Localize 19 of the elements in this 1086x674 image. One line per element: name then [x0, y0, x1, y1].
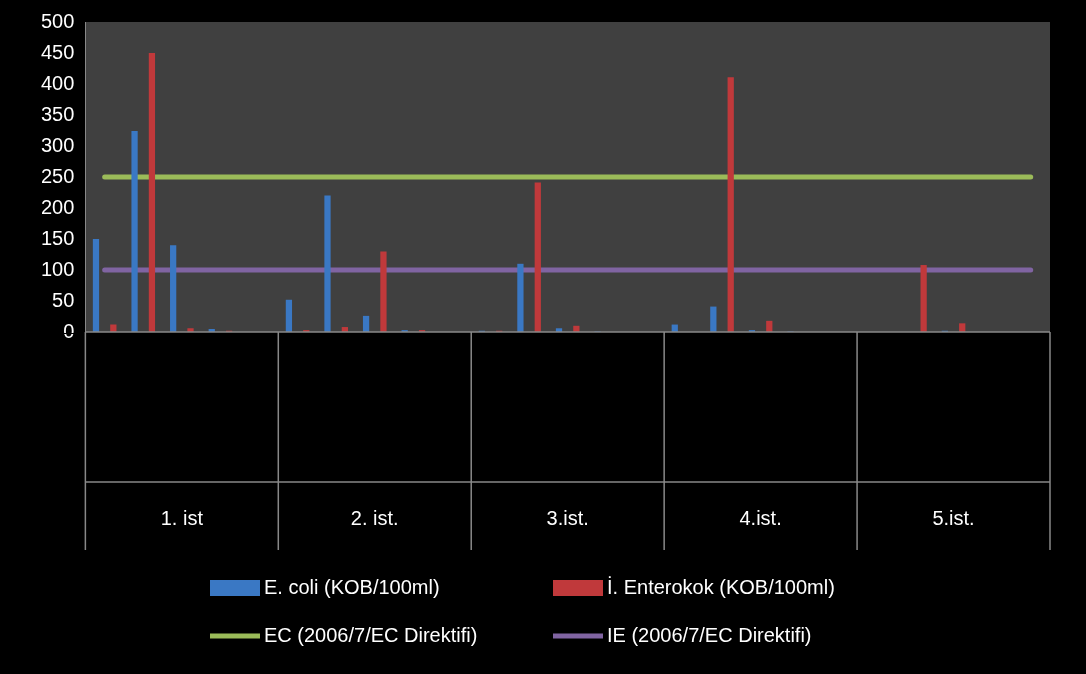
- y-tick-label: 500: [40, 9, 75, 32]
- legend-label: IE (2006/7/EC Direktifi): [607, 623, 812, 646]
- text: 1. ist: [160, 506, 204, 529]
- legend-label: E. coli (KOB/100ml): [264, 575, 440, 598]
- legend-label: EC (2006/7/EC Direktifi): [264, 623, 478, 646]
- y-tick-label: 100: [40, 257, 75, 280]
- y-tick-label: 200: [40, 195, 75, 218]
- text: 3.ist.: [546, 506, 589, 529]
- y-tick-label: 50: [52, 288, 75, 311]
- legend-label: İ. Enterokok (KOB/100ml): [607, 575, 835, 598]
- y-tick-label: 350: [40, 102, 75, 125]
- text: 2. ist.: [350, 506, 399, 529]
- y-tick-label: 250: [40, 164, 75, 187]
- y-tick-label: 150: [40, 226, 75, 249]
- y-tick-label: 450: [40, 40, 75, 63]
- text: 4.ist.: [739, 506, 782, 529]
- text: 5.ist.: [932, 506, 975, 529]
- y-tick-label: 300: [40, 133, 75, 156]
- y-tick-label: 400: [40, 71, 75, 94]
